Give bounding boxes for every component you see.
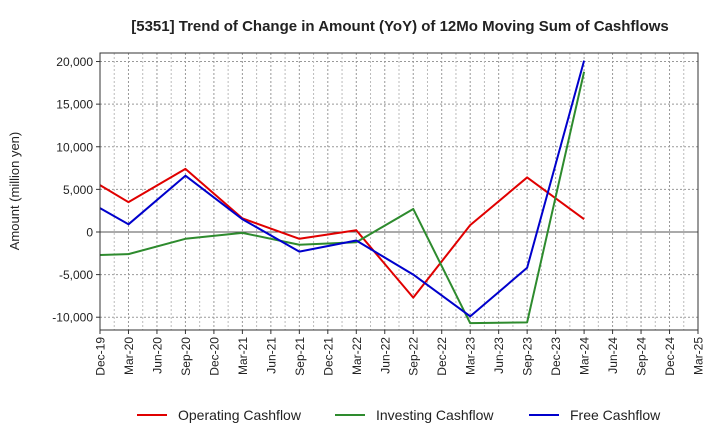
x-tick-label: Sep-22 xyxy=(407,337,421,376)
x-tick-label: Mar-21 xyxy=(236,337,250,375)
legend-label: Investing Cashflow xyxy=(376,407,494,423)
x-tick-label: Jun-23 xyxy=(492,337,506,374)
x-tick-label: Sep-24 xyxy=(635,337,649,376)
x-tick-label: Dec-23 xyxy=(549,337,563,376)
grid-lines xyxy=(99,53,699,330)
y-tick-label: 20,000 xyxy=(56,55,93,69)
y-tick-label: 5,000 xyxy=(63,183,93,197)
plot-frame xyxy=(99,52,699,331)
y-tick-label: 10,000 xyxy=(56,140,93,154)
x-tick-label: Dec-24 xyxy=(663,337,677,376)
chart-title: [5351] Trend of Change in Amount (YoY) o… xyxy=(131,18,669,35)
x-tick-label: Dec-22 xyxy=(435,337,449,376)
x-tick-label: Mar-20 xyxy=(122,337,136,375)
y-tick-label: -5,000 xyxy=(59,268,93,282)
x-tick-label: Jun-21 xyxy=(264,337,278,374)
y-tick-label: -10,000 xyxy=(52,311,93,325)
series-line-investing-cashflow xyxy=(99,71,586,325)
y-axis-label: Amount (million yen) xyxy=(7,132,22,251)
x-tick-label: Jun-20 xyxy=(150,337,164,374)
x-tick-label: Mar-23 xyxy=(464,337,478,375)
series-line-free-cashflow xyxy=(99,60,586,318)
x-tick-label: Mar-22 xyxy=(350,337,364,375)
x-tick-label: Dec-19 xyxy=(94,337,108,376)
y-tick-label: 0 xyxy=(86,225,93,239)
x-tick-label: Mar-24 xyxy=(578,337,592,375)
y-tick-label: 15,000 xyxy=(56,98,93,112)
x-tick-label: Mar-25 xyxy=(692,337,706,375)
x-tick-labels: Dec-19 Mar-20 Jun-20 Sep-20 Dec-20 Mar-21 Jun-… xyxy=(94,330,706,376)
x-tick-label: Dec-21 xyxy=(321,337,335,376)
x-tick-label: Jun-24 xyxy=(606,337,620,374)
x-tick-label: Sep-20 xyxy=(179,337,193,376)
x-tick-label: Dec-20 xyxy=(207,337,221,376)
series-lines xyxy=(99,60,586,325)
legend: Operating Cashflow Investing Cashflow Free… xyxy=(137,407,661,423)
legend-label: Free Cashflow xyxy=(570,407,661,423)
legend-label: Operating Cashflow xyxy=(178,407,302,423)
x-tick-label: Jun-22 xyxy=(378,337,392,374)
y-tick-labels: 20,000 15,000 10,000 5,000 0 -5,000 -10,000 xyxy=(52,55,100,325)
x-tick-label: Sep-23 xyxy=(521,337,535,376)
series-line-operating-cashflow xyxy=(99,167,585,299)
x-tick-label: Sep-21 xyxy=(293,337,307,376)
